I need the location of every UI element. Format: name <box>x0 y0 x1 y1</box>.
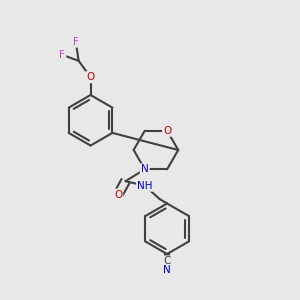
Text: O: O <box>86 72 95 82</box>
Text: F: F <box>73 37 79 46</box>
Text: O: O <box>163 126 171 136</box>
Text: N: N <box>141 164 149 174</box>
Text: N: N <box>163 266 171 275</box>
Text: F: F <box>59 50 65 60</box>
Text: NH: NH <box>137 181 152 191</box>
Text: C: C <box>164 256 171 266</box>
Text: O: O <box>114 190 122 200</box>
